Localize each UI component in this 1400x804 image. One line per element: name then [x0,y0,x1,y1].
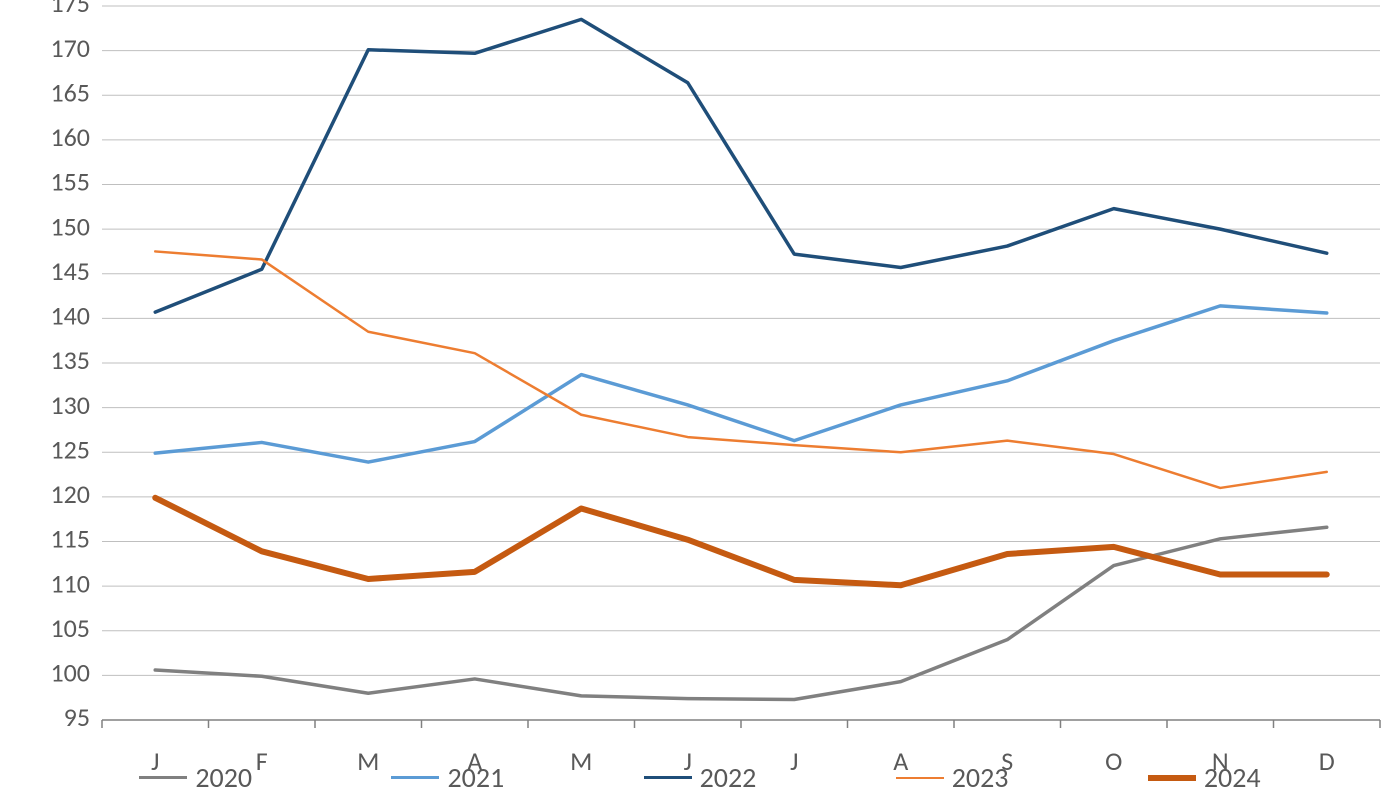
legend-label: 2023 [952,760,1009,795]
legend-item-2024: 2024 [1148,760,1261,795]
line-chart: 95 100 105 110 115 120 125 130 135 140 145 150 155 16… [0,0,1400,804]
legend-swatch [139,776,187,779]
y-tick-label: 150 [50,210,90,242]
y-tick-label: 160 [50,121,90,153]
legend-label: 2022 [700,760,757,795]
y-tick-label: 95 [64,701,90,733]
y-tick-label: 155 [50,166,90,198]
legend-label: 2024 [1204,760,1261,795]
legend-swatch [1148,775,1196,781]
chart-svg: 95 100 105 110 115 120 125 130 135 140 145 150 155 16… [0,0,1400,804]
y-tick-label: 125 [50,433,90,465]
chart-legend: 2020 2021 2022 2023 2024 [0,760,1400,795]
y-tick-label: 140 [50,300,90,332]
legend-item-2020: 2020 [139,760,252,795]
y-tick-label: 145 [50,255,90,287]
y-tick-label: 175 [50,0,90,19]
legend-item-2022: 2022 [644,760,757,795]
legend-swatch [391,776,439,779]
y-tick-label: 105 [50,612,90,644]
legend-label: 2021 [447,760,504,795]
y-tick-label: 115 [50,523,90,555]
y-tick-label: 100 [50,657,90,689]
y-tick-label: 165 [50,76,90,108]
legend-item-2023: 2023 [896,760,1009,795]
y-tick-label: 130 [50,389,90,421]
y-tick-label: 110 [50,567,90,599]
legend-swatch [644,776,692,779]
y-tick-label: 135 [50,344,90,376]
legend-item-2021: 2021 [391,760,504,795]
legend-label: 2020 [195,760,252,795]
y-tick-label: 170 [50,32,90,64]
y-tick-label: 120 [50,478,90,510]
legend-swatch [896,777,944,779]
